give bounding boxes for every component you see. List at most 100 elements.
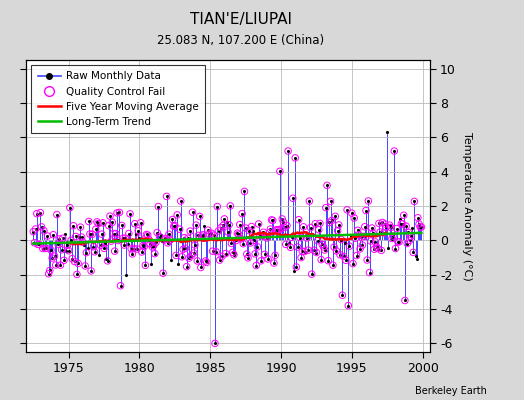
Point [107,238,115,244]
Point [188,209,196,216]
Point [69,222,78,229]
Point [114,237,123,244]
Point [390,148,398,154]
Point [293,244,302,250]
Point [382,224,390,230]
Point [329,262,337,268]
Point [289,195,297,202]
Point [216,224,225,231]
Point [153,229,161,236]
Point [165,231,173,238]
Point [100,245,108,252]
Point [375,220,383,226]
Point [110,230,118,237]
Point [224,229,232,235]
Point [74,260,82,266]
Point [120,242,128,248]
Point [284,148,292,154]
Point [369,230,377,236]
Point [406,237,414,244]
Point [39,245,47,252]
Point [263,235,271,241]
Point [37,224,46,230]
Point [275,227,283,233]
Point [401,297,409,304]
Point [88,231,96,238]
Point [356,246,364,252]
Point [379,230,388,236]
Point [409,249,417,256]
Point [34,241,42,248]
Point [335,222,343,228]
Point [398,221,407,227]
Point [276,168,284,174]
Point [73,271,81,278]
Point [169,223,178,230]
Point [202,259,211,266]
Point [93,219,101,225]
Point [394,238,402,245]
Point [64,248,73,254]
Point [72,233,80,240]
Point [294,216,303,223]
Point [325,219,334,226]
Point [336,252,344,258]
Point [115,209,124,216]
Point [402,223,410,229]
Point [41,245,49,252]
Point [238,210,246,217]
Point [152,239,160,246]
Point [243,251,251,257]
Point [191,242,199,248]
Point [40,228,48,234]
Point [160,237,168,243]
Point [43,233,52,239]
Point [106,213,114,219]
Point [150,250,159,257]
Point [403,240,411,247]
Point [326,198,335,204]
Point [363,257,372,263]
Point [219,222,227,229]
Point [351,235,359,242]
Point [260,251,269,258]
Point [148,244,157,250]
Point [267,217,276,223]
Legend: Raw Monthly Data, Quality Control Fail, Five Year Moving Average, Long-Term Tren: Raw Monthly Data, Quality Control Fail, … [31,65,205,133]
Point [161,235,170,242]
Point [201,258,210,264]
Point [359,233,368,240]
Point [316,220,324,227]
Point [87,268,95,274]
Point [211,340,219,347]
Point [35,241,43,248]
Point [313,238,322,244]
Point [286,244,294,250]
Point [209,248,217,254]
Text: TIAN'E/LIUPAI: TIAN'E/LIUPAI [190,12,292,27]
Point [314,226,323,233]
Point [172,252,180,259]
Point [193,258,201,264]
Point [119,235,127,242]
Point [94,220,102,227]
Point [345,243,354,249]
Point [364,198,373,204]
Point [78,234,86,240]
Point [407,233,415,240]
Point [81,263,90,269]
Point [67,237,75,244]
Point [179,246,187,252]
Point [96,242,105,248]
Point [63,242,72,248]
Point [330,244,339,250]
Point [143,231,151,238]
Point [205,231,213,237]
Point [190,250,198,256]
Point [300,248,309,255]
Point [257,258,265,264]
Point [242,225,250,231]
Point [317,256,325,263]
Point [155,233,163,240]
Point [162,193,171,200]
